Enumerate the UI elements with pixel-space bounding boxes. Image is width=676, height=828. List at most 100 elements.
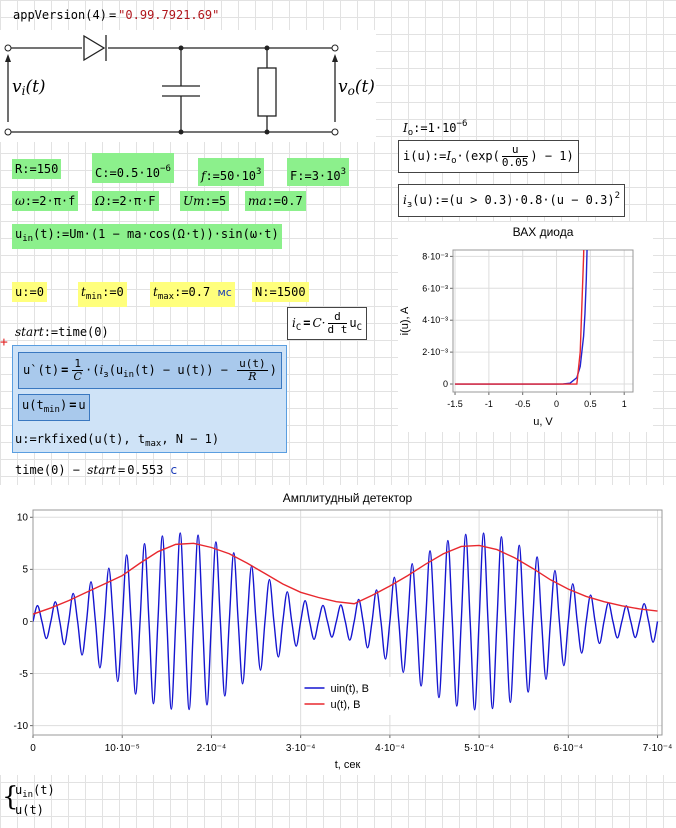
y-tick-label: -5 (19, 669, 28, 680)
legend-label: uin(t), В (331, 683, 370, 695)
math-token: 50·10 (219, 169, 257, 183)
math-token: max (157, 292, 175, 302)
node (178, 129, 184, 135)
math-token: u (15, 285, 23, 299)
y-tick-label: -10 (14, 721, 29, 732)
math-token: 2·π·f (39, 194, 76, 208)
math-token: := (22, 285, 37, 299)
eq-init: u(tmin) = u (18, 394, 90, 421)
x-tick-label: 5·10⁻⁴ (464, 743, 494, 754)
y-tick-label: 0 (22, 617, 28, 628)
math-token: := (205, 169, 220, 183)
math-token: −6 (160, 164, 171, 174)
math-token: u (15, 432, 23, 446)
math-token: o (451, 156, 457, 166)
x-tick-label: 0 (30, 743, 36, 754)
terminal (4, 44, 12, 52)
x-tick-label: -0.5 (515, 399, 531, 409)
def-i-z: iз(u):=(u > 0.3)·0.8·(u − 0.3)2 (398, 184, 625, 217)
app-version: appVersion(4) = "0.99.7921.69" (10, 5, 222, 25)
math-token: 5 (218, 194, 227, 208)
math-token: (u > 0.3)·0.8·(u − 0.3) (448, 193, 615, 207)
math-token: := (204, 194, 219, 208)
math-token: := (297, 169, 312, 183)
math-token: u (78, 398, 86, 412)
math-token: 0 (116, 285, 124, 299)
circuit-diagram (0, 30, 376, 142)
def-ma: ma:=0.7 (245, 191, 306, 211)
def-t-max: tmax:=0.7 мс (150, 282, 235, 307)
math-token: 0 (36, 285, 44, 299)
y-axis-label: i(u), A (399, 306, 411, 335)
math-token: := (266, 194, 281, 208)
circuit-wires (7, 34, 336, 133)
math-token: = (61, 363, 69, 377)
x-tick-label: 2·10⁻⁴ (197, 743, 227, 754)
math-token: time(0) − (15, 463, 88, 477)
math-token: v (338, 77, 348, 97)
math-token: max (145, 439, 162, 449)
math-token: := (413, 121, 428, 135)
y-tick-label: 4·10⁻³ (422, 315, 448, 325)
math-token: с (170, 463, 178, 477)
series-line (33, 542, 658, 615)
math-token: (t) (33, 227, 55, 241)
math-token: u(t) (237, 357, 268, 371)
math-token: 0.7 (188, 285, 211, 299)
math-token: (t) (25, 77, 46, 97)
def-R: R:=150 (12, 159, 62, 179)
eq-rkfixed: u:=rkfixed(u(t), tmax, N − 1) (12, 429, 222, 454)
math-token: I (403, 121, 408, 135)
math-token: o (407, 128, 414, 138)
plot-frame (452, 249, 634, 393)
math-token: := (102, 285, 117, 299)
math-token: time(0) (58, 325, 109, 339)
plus-marker: + (0, 335, 8, 350)
math-token: t (81, 285, 86, 299)
math-token: start (15, 325, 44, 339)
math-token: d (327, 311, 348, 324)
math-token: := (102, 166, 117, 180)
math-token: := (262, 285, 277, 299)
math-token: := (24, 194, 40, 208)
math-token: := (431, 149, 447, 163)
math-token: −6 (456, 119, 468, 129)
math-token: := (104, 194, 120, 208)
def-omega: ω:=2·π·f (12, 191, 79, 211)
terminal (331, 44, 339, 52)
chart-title: ВАХ диода (513, 225, 574, 239)
math-token: Ω (95, 194, 105, 208)
x-tick-label: 7·10⁻⁴ (643, 743, 673, 754)
def-u-in: uin(t):=Um·(1 − ma·cos(Ω·t))·sin(ω·t) (12, 224, 282, 249)
math-token: 0.05 (501, 156, 529, 169)
math-token: C (295, 323, 302, 333)
math-token: ·(exp( (456, 149, 500, 163)
node (264, 45, 270, 51)
chart-title: Амплитудный детектор (283, 491, 413, 505)
math-token: з (103, 370, 109, 380)
math-token: i (21, 84, 26, 98)
math-token: 2 (614, 191, 620, 201)
x-tick-label: 4·10⁻⁴ (375, 743, 405, 754)
math-token: (t) − u(t)) − (134, 363, 236, 377)
x-tick-label: 0.5 (584, 399, 597, 409)
math-token: з (406, 200, 413, 210)
legend-label: u(t), В (331, 699, 361, 711)
math-token: ) (59, 398, 68, 412)
node (264, 129, 270, 135)
math-token: min (85, 292, 103, 302)
def-N: N:=1500 (252, 282, 309, 302)
x-tick-label: 0 (554, 399, 559, 409)
math-token: u (349, 316, 357, 330)
math-token: 3·10 (311, 169, 341, 183)
y-tick-label: 2·10⁻³ (422, 347, 448, 357)
math-token: u (15, 783, 23, 797)
math-token: C· (312, 316, 326, 330)
math-token: i (99, 363, 104, 377)
y-tick-label: 8·10⁻³ (422, 251, 448, 261)
y-tick-label: 5 (22, 565, 28, 576)
def-i: i(u):=Io·(exp(u 0.05) − 1) (398, 140, 579, 173)
math-token: v (12, 77, 22, 97)
terminal (4, 128, 12, 136)
